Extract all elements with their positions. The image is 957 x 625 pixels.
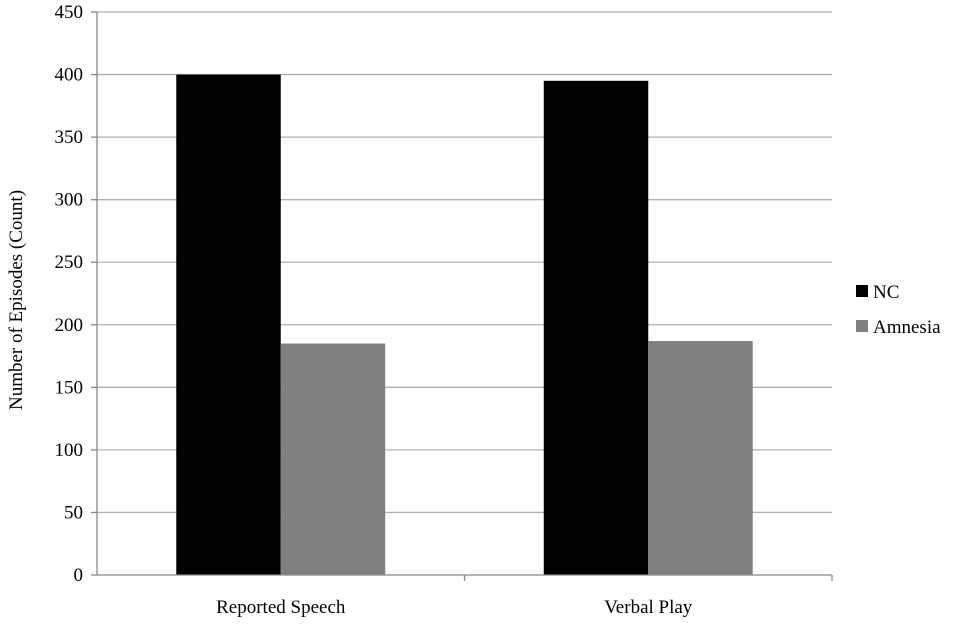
legend-swatch-nc xyxy=(856,285,868,297)
y-tick-label: 300 xyxy=(55,190,84,211)
y-tick-label: 350 xyxy=(55,127,84,148)
bar-amnesia-reported-speech xyxy=(280,343,386,575)
y-tick-label: 0 xyxy=(74,565,84,586)
y-tick-label: 450 xyxy=(55,2,84,23)
bar-nc-verbal-play xyxy=(543,80,649,576)
bar-nc-reported-speech xyxy=(176,74,281,576)
bar-amnesia-verbal-play xyxy=(648,341,753,575)
legend: NC Amnesia xyxy=(856,282,941,338)
y-tick-label: 150 xyxy=(55,377,84,398)
bars xyxy=(176,74,753,576)
legend-label-nc: NC xyxy=(873,282,899,303)
y-tick-label: 50 xyxy=(64,502,83,523)
x-tick-label: Verbal Play xyxy=(604,597,693,618)
y-tick-label: 250 xyxy=(55,252,84,273)
legend-label-amnesia: Amnesia xyxy=(873,317,941,338)
x-tick-label: Reported Speech xyxy=(216,597,346,618)
y-axis-label: Number of Episodes (Count) xyxy=(6,190,27,410)
axes xyxy=(91,11,833,581)
y-tick-label: 400 xyxy=(55,65,84,86)
y-tick-label: 100 xyxy=(55,440,84,461)
legend-swatch-amnesia xyxy=(856,320,868,332)
y-tick-label: 200 xyxy=(55,315,84,336)
tick-labels: 0 50 100 150 200 250 300 350 400 450 Reported Spee… xyxy=(55,2,693,618)
